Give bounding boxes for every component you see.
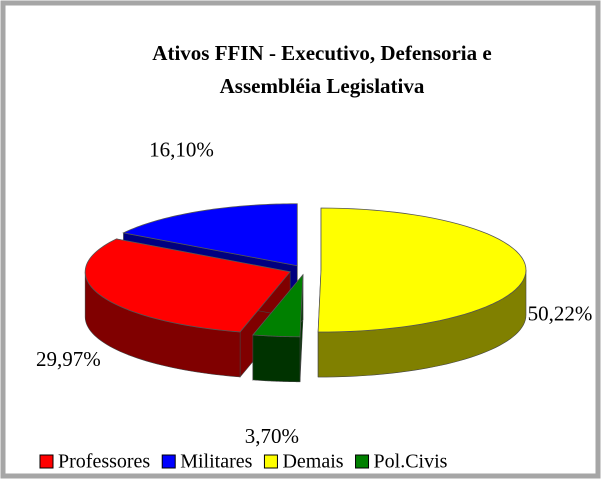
- slice: [252, 273, 304, 383]
- chart-title: Assembléia Legislativa: [220, 74, 425, 98]
- legend-swatch: [355, 454, 370, 469]
- slice-top: [317, 207, 527, 333]
- slice-top: [252, 273, 304, 338]
- legend-swatch: [39, 454, 54, 469]
- slice-wall: [252, 334, 301, 383]
- slice-top: [84, 238, 291, 333]
- legend-swatch: [161, 454, 176, 469]
- chart-title: Ativos FFIN - Executivo, Defensoria e: [152, 41, 491, 65]
- slice-top: [122, 203, 298, 267]
- legend-label: Professores: [58, 451, 150, 473]
- data-label: 3,70%: [245, 424, 299, 448]
- legend-label: Demais: [282, 451, 343, 473]
- data-label: 29,97%: [36, 347, 101, 371]
- slice: [84, 238, 291, 378]
- data-label: 16,10%: [149, 137, 214, 161]
- legend-label: Militares: [180, 451, 252, 473]
- legend-swatch: [263, 454, 278, 469]
- data-label: 50,22%: [528, 302, 593, 326]
- legend-label: Pol.Civis: [374, 451, 448, 473]
- slice: [317, 207, 527, 378]
